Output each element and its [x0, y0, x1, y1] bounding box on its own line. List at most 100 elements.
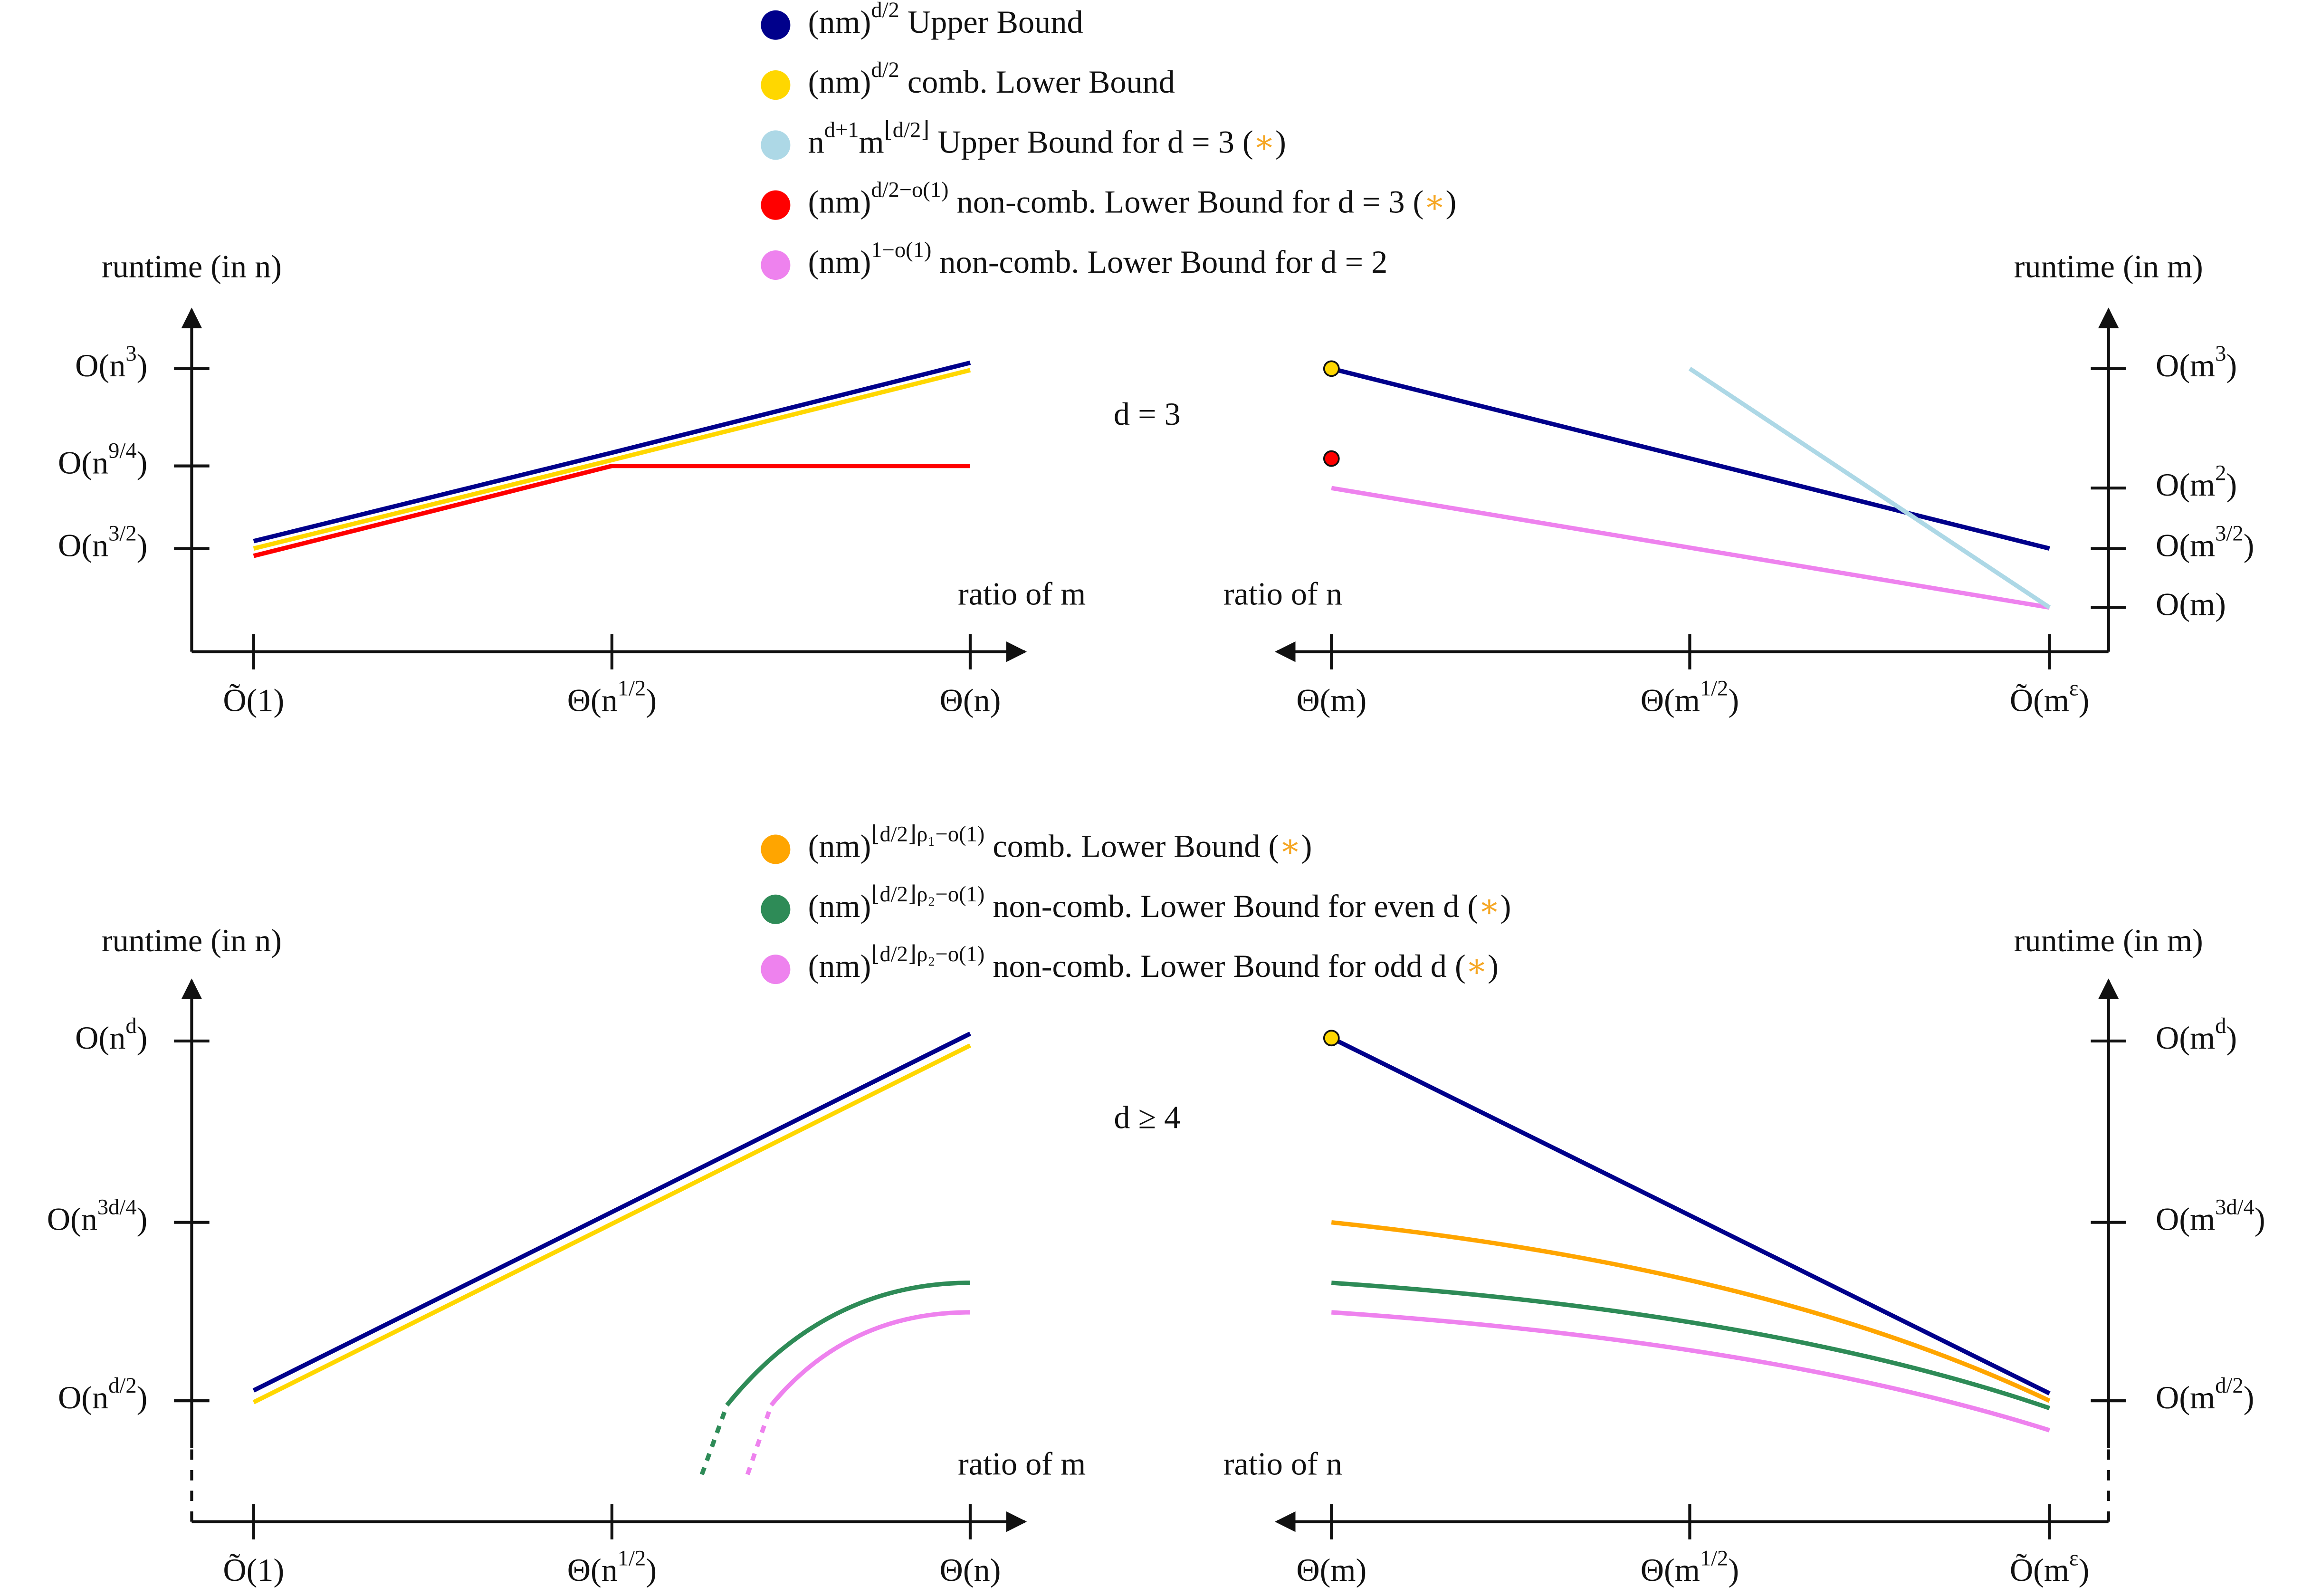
text-run: (nm): [808, 828, 871, 864]
axis-title: runtime (in m): [2014, 922, 2203, 958]
label: (nm)⌊d/2⌋ρ₂−o(1) non-comb. Lower Bound f…: [808, 942, 1499, 984]
superscript: ⌊d/2⌋ρ₂−o(1): [871, 942, 984, 966]
superscript: 3: [2215, 342, 2226, 366]
text-run: O(n: [75, 347, 125, 383]
label: Õ(1): [223, 1552, 284, 1588]
text-run: O(m: [2156, 1201, 2215, 1237]
superscript: d/2: [871, 0, 899, 22]
text-run: ): [1728, 682, 1739, 718]
text-run: ): [646, 1552, 657, 1588]
text-run: Θ(m): [1296, 682, 1366, 718]
text-run: ): [137, 1201, 148, 1237]
text-run: Θ(m: [1641, 1552, 1700, 1588]
superscript: 1/2: [1700, 676, 1728, 700]
text-run: ): [2079, 682, 2090, 718]
text-run: O(m): [2156, 586, 2226, 622]
superscript: ⌊d/2⌋ρ₂−o(1): [871, 882, 984, 907]
curve: [1330, 1036, 2051, 1395]
text-run: Upper Bound for d = 3 (: [929, 124, 1253, 160]
label: (nm)d/2 Upper Bound: [808, 0, 1083, 39]
superscript: d/2: [2215, 1374, 2243, 1398]
label: Θ(m1/2): [1641, 1546, 1739, 1588]
text-run: non-comb. Lower Bound for d = 2: [931, 244, 1387, 280]
axis-title: ratio of m: [958, 1445, 1086, 1481]
text-run: d ≥ 4: [1114, 1099, 1180, 1135]
label: Õ(1): [223, 682, 284, 718]
superscript: ε: [2069, 1546, 2079, 1570]
superscript: 1/2: [618, 1546, 646, 1570]
label: Θ(n): [940, 1552, 1001, 1588]
point: [1323, 360, 1340, 377]
superscript: d+1: [824, 118, 859, 142]
text-run: ): [2226, 347, 2237, 383]
text-run: m: [859, 124, 884, 160]
axis-title: ratio of n: [1223, 576, 1342, 612]
text-run: ): [137, 347, 148, 383]
label: Õ(mε): [2010, 676, 2089, 718]
label: (nm)1−o(1) non-comb. Lower Bound for d =…: [808, 238, 1388, 280]
label: O(md): [2156, 1014, 2237, 1056]
text-run: ): [137, 444, 148, 480]
text-run: O(n: [58, 527, 108, 563]
superscript: 3/2: [2215, 521, 2243, 545]
curve: [1331, 366, 2050, 551]
label: O(nd): [75, 1014, 147, 1056]
label: O(m3/2): [2156, 521, 2254, 563]
text-run: (nm): [808, 183, 871, 220]
text-run: comb. Lower Bound (: [984, 828, 1279, 864]
label: O(m3d/4): [2156, 1195, 2265, 1237]
curve: [253, 368, 971, 551]
label: O(m3): [2156, 342, 2237, 383]
text-run: ): [137, 1020, 148, 1056]
text-run: ∗: [1424, 183, 1445, 220]
superscript: 1−o(1): [871, 238, 931, 262]
text-run: ): [2226, 467, 2237, 503]
text-run: ): [1301, 828, 1312, 864]
text-run: ): [1275, 124, 1286, 160]
superscript: ε: [2069, 676, 2079, 700]
text-run: (nm): [808, 3, 871, 39]
text-run: comb. Lower Bound: [899, 64, 1175, 100]
curve: [725, 1281, 970, 1407]
curve: [769, 1310, 970, 1407]
text-run: O(m: [2156, 347, 2215, 383]
label: Θ(n1/2): [567, 1546, 657, 1588]
text-run: O(n: [75, 1020, 125, 1056]
legend-marker: [761, 10, 791, 40]
text-run: Θ(n: [567, 682, 618, 718]
text-run: non-comb. Lower Bound for d = 3 (: [949, 183, 1424, 220]
text-run: non-comb. Lower Bound for odd d (: [984, 948, 1465, 984]
text-run: Upper Bound: [899, 3, 1083, 39]
text-run: Θ(m): [1296, 1552, 1366, 1588]
superscript: d: [2215, 1014, 2226, 1038]
text-run: d = 3: [1114, 396, 1181, 432]
superscript: 3d/4: [2215, 1195, 2255, 1219]
label: O(m2): [2156, 461, 2237, 503]
axis-title: ratio of n: [1223, 1445, 1342, 1481]
text-run: Θ(n): [940, 682, 1001, 718]
text-run: ): [1728, 1552, 1739, 1588]
text-run: ): [2255, 1201, 2265, 1237]
curve: [1688, 366, 2051, 610]
curve: [253, 463, 970, 558]
label: O(n3d/4): [47, 1195, 148, 1237]
superscript: 1/2: [618, 676, 646, 700]
text-run: O(m: [2156, 1379, 2215, 1415]
text-run: Õ(1): [223, 1552, 284, 1588]
label: O(n3): [75, 342, 147, 383]
text-run: ): [2079, 1552, 2090, 1588]
text-run: ): [2244, 527, 2255, 563]
text-run: O(m: [2156, 527, 2215, 563]
text-run: Õ(1): [223, 682, 284, 718]
text-run: n: [808, 124, 824, 160]
text-run: non-comb. Lower Bound for even d (: [984, 888, 1478, 924]
text-run: O(n: [58, 1379, 108, 1415]
label: (nm)⌊d/2⌋ρ₂−o(1) non-comb. Lower Bound f…: [808, 882, 1511, 924]
label: Θ(m): [1296, 682, 1366, 718]
label: d = 3: [1114, 396, 1181, 432]
label: Õ(mε): [2010, 1546, 2089, 1588]
legend-marker: [761, 70, 791, 100]
legend-marker: [761, 250, 791, 280]
text-run: Θ(n): [940, 1552, 1001, 1588]
